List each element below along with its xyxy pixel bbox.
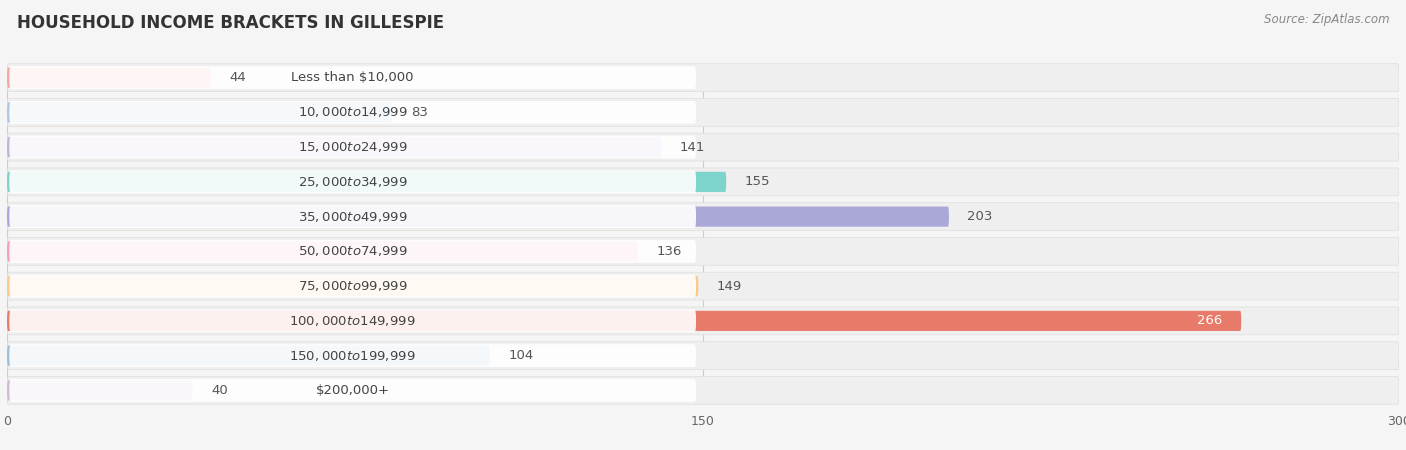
FancyBboxPatch shape [7, 202, 1399, 230]
Text: 104: 104 [508, 349, 533, 362]
FancyBboxPatch shape [7, 346, 489, 366]
FancyBboxPatch shape [10, 101, 696, 124]
FancyBboxPatch shape [7, 377, 1399, 404]
Text: $75,000 to $99,999: $75,000 to $99,999 [298, 279, 408, 293]
FancyBboxPatch shape [10, 66, 696, 89]
Text: 40: 40 [211, 384, 228, 397]
Text: HOUSEHOLD INCOME BRACKETS IN GILLESPIE: HOUSEHOLD INCOME BRACKETS IN GILLESPIE [17, 14, 444, 32]
Text: $50,000 to $74,999: $50,000 to $74,999 [298, 244, 408, 258]
FancyBboxPatch shape [7, 64, 1399, 91]
FancyBboxPatch shape [7, 241, 638, 261]
FancyBboxPatch shape [10, 240, 696, 263]
Text: 155: 155 [745, 176, 770, 189]
FancyBboxPatch shape [7, 168, 1399, 196]
FancyBboxPatch shape [10, 344, 696, 367]
FancyBboxPatch shape [7, 207, 949, 227]
Text: 141: 141 [681, 140, 706, 153]
FancyBboxPatch shape [7, 238, 1399, 266]
Text: $35,000 to $49,999: $35,000 to $49,999 [298, 210, 408, 224]
Text: $25,000 to $34,999: $25,000 to $34,999 [298, 175, 408, 189]
FancyBboxPatch shape [7, 68, 211, 88]
FancyBboxPatch shape [7, 99, 1399, 126]
FancyBboxPatch shape [10, 171, 696, 193]
Text: $100,000 to $149,999: $100,000 to $149,999 [290, 314, 416, 328]
FancyBboxPatch shape [7, 133, 1399, 161]
Text: 136: 136 [657, 245, 682, 258]
FancyBboxPatch shape [7, 272, 1399, 300]
Text: 266: 266 [1198, 315, 1223, 328]
FancyBboxPatch shape [7, 137, 661, 157]
FancyBboxPatch shape [7, 102, 392, 122]
Text: Source: ZipAtlas.com: Source: ZipAtlas.com [1264, 14, 1389, 27]
FancyBboxPatch shape [10, 379, 696, 402]
FancyBboxPatch shape [7, 342, 1399, 369]
Text: Less than $10,000: Less than $10,000 [291, 71, 413, 84]
FancyBboxPatch shape [7, 380, 193, 400]
FancyBboxPatch shape [7, 311, 1241, 331]
Text: 203: 203 [967, 210, 993, 223]
FancyBboxPatch shape [7, 276, 699, 296]
Text: 149: 149 [717, 279, 742, 292]
FancyBboxPatch shape [10, 136, 696, 158]
FancyBboxPatch shape [10, 205, 696, 228]
Text: $10,000 to $14,999: $10,000 to $14,999 [298, 105, 408, 119]
Text: 83: 83 [411, 106, 427, 119]
Text: $15,000 to $24,999: $15,000 to $24,999 [298, 140, 408, 154]
Text: 44: 44 [229, 71, 246, 84]
FancyBboxPatch shape [10, 275, 696, 297]
Text: $150,000 to $199,999: $150,000 to $199,999 [290, 349, 416, 363]
FancyBboxPatch shape [7, 307, 1399, 335]
FancyBboxPatch shape [10, 310, 696, 332]
FancyBboxPatch shape [7, 172, 727, 192]
Text: $200,000+: $200,000+ [316, 384, 389, 397]
